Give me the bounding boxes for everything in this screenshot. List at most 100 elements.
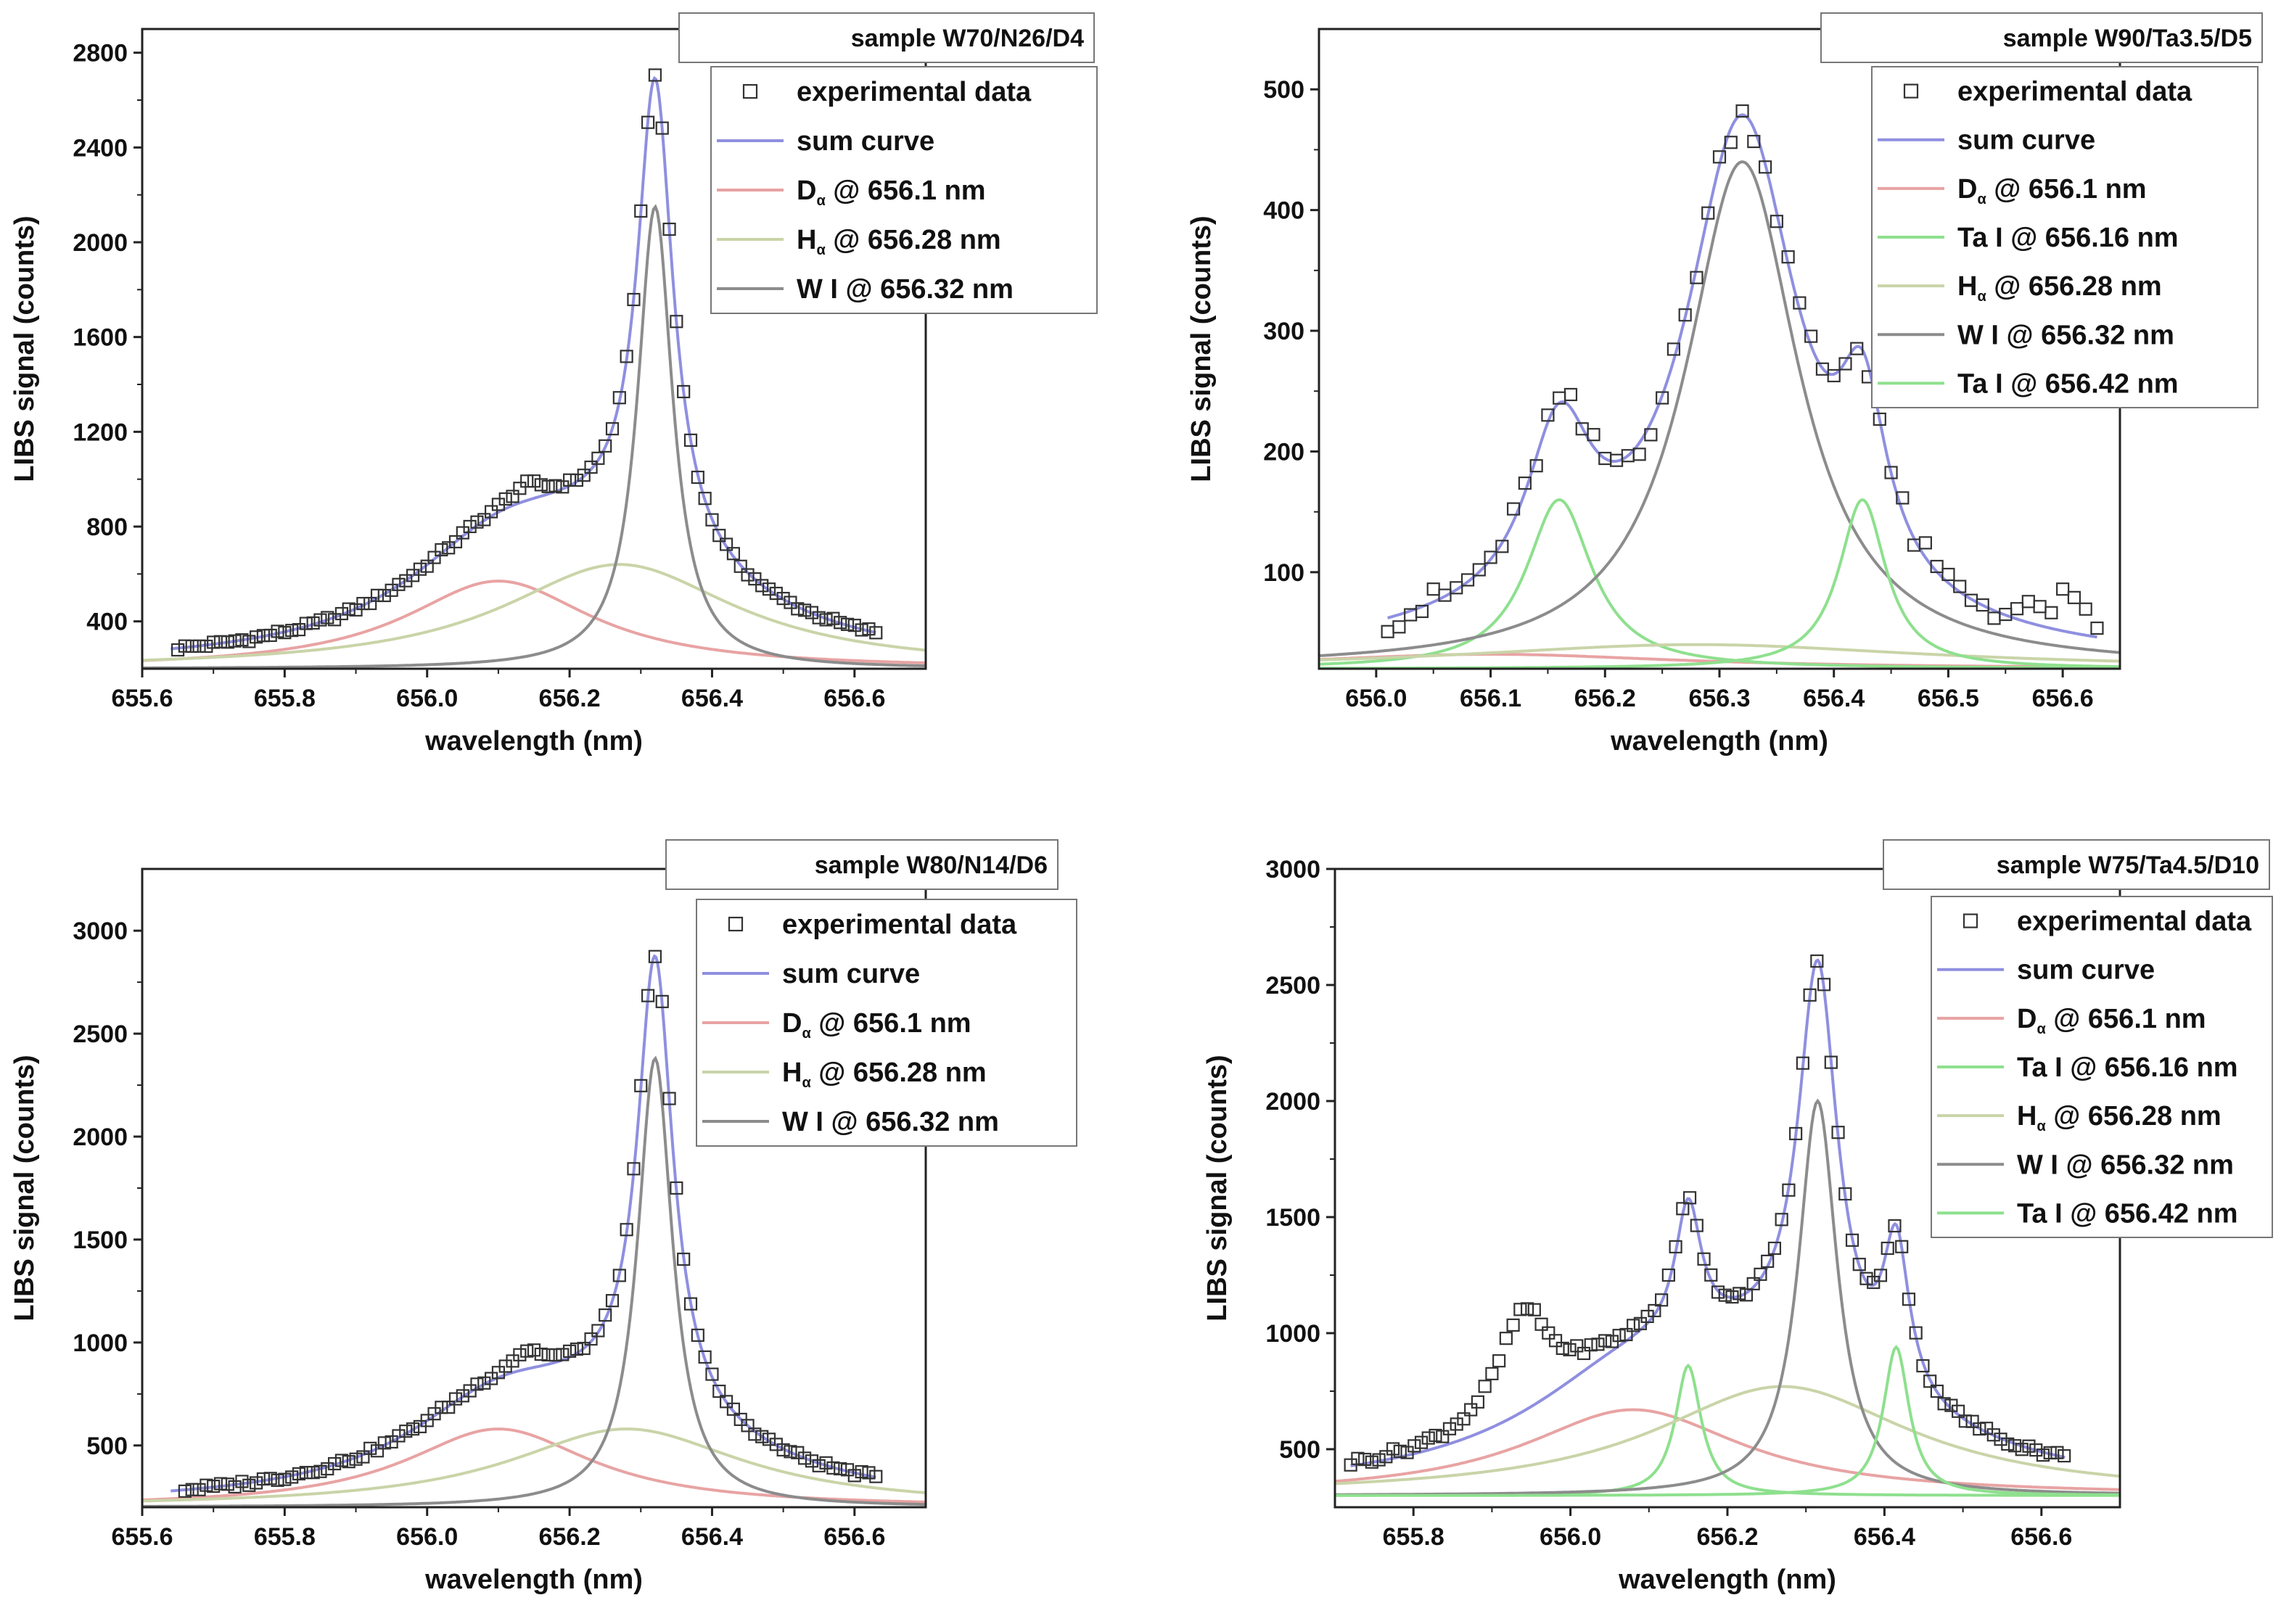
data-point: [1697, 1252, 1711, 1266]
data-point: [242, 1478, 256, 1492]
data-point: [470, 1377, 484, 1391]
data-point: [698, 1350, 712, 1364]
x-tick-label: 655.8: [254, 1523, 316, 1551]
data-point: [435, 1401, 448, 1414]
data-point: [620, 1223, 633, 1237]
data-point: [691, 1328, 704, 1342]
x-tick-label: 656.6: [2032, 685, 2094, 712]
data-point: [370, 588, 385, 602]
data-point: [1704, 1268, 1718, 1282]
x-tick-label: 656.4: [1854, 1523, 1915, 1551]
data-point: [1661, 1268, 1675, 1282]
data-point: [1414, 1435, 1429, 1449]
data-point: [627, 292, 641, 307]
sum-curve: [170, 954, 876, 1493]
y-axis-title: LIBS signal (counts): [1186, 215, 1217, 482]
data-point: [1632, 448, 1646, 461]
legend-label-component: Hα @ 656.28 nm: [1957, 271, 2162, 305]
data-point: [1824, 1055, 1838, 1069]
x-tick-label: 656.0: [1345, 685, 1407, 712]
data-point: [847, 1469, 861, 1483]
y-tick-label: 300: [1263, 318, 1304, 345]
data-point: [200, 1478, 213, 1492]
data-point: [484, 505, 498, 519]
x-tick-label: 656.6: [2010, 1523, 2072, 1551]
data-point: [1896, 491, 1910, 505]
data-point: [670, 1181, 683, 1195]
data-point: [1754, 1267, 1767, 1281]
data-point: [1386, 1442, 1400, 1456]
data-point: [448, 1392, 463, 1406]
data-point: [392, 577, 406, 591]
y-tick-label: 1000: [1265, 1320, 1320, 1348]
data-point: [1682, 1191, 1697, 1205]
data-point: [1758, 160, 1772, 174]
legend-label-component: Dα @ 656.1 nm: [782, 1008, 971, 1042]
y-tick-label: 400: [86, 609, 128, 636]
data-point: [562, 473, 577, 487]
y-tick-label: 2000: [73, 1124, 128, 1151]
data-point: [235, 633, 249, 647]
data-point: [513, 482, 527, 495]
data-point: [784, 1445, 797, 1459]
data-point: [1958, 1414, 1972, 1428]
data-point: [1392, 620, 1406, 634]
data-point: [548, 1348, 562, 1362]
data-point: [221, 635, 234, 649]
data-point: [662, 222, 676, 236]
y-tick-label: 2000: [73, 229, 128, 257]
data-point: [527, 1343, 541, 1357]
x-tick-label: 656.1: [1460, 685, 1521, 712]
legend-label-component: Ta I @ 656.16 nm: [1957, 223, 2179, 253]
data-point: [612, 1269, 626, 1282]
data-point: [1666, 342, 1681, 356]
data-point: [170, 643, 185, 657]
data-point: [213, 635, 228, 648]
data-point: [648, 949, 662, 963]
x-axis-title: wavelength (nm): [424, 726, 643, 757]
data-point: [1796, 1056, 1809, 1070]
data-point: [1460, 573, 1475, 587]
data-point: [1542, 1326, 1555, 1340]
data-point: [1767, 1241, 1782, 1256]
data-point: [2079, 602, 2092, 616]
data-point: [256, 629, 271, 643]
data-point: [1372, 1453, 1386, 1467]
data-point: [1973, 1422, 1986, 1436]
data-point: [370, 1444, 385, 1458]
data-point: [1923, 1374, 1937, 1388]
data-point: [1701, 206, 1715, 220]
component-curve-1: [142, 1427, 926, 1503]
data-point: [463, 1384, 477, 1398]
data-point: [1358, 1452, 1372, 1467]
data-point: [1953, 580, 1967, 593]
data-point: [356, 596, 370, 611]
data-point: [1381, 625, 1394, 638]
chart-title: sample W70/N26/D4: [851, 25, 1084, 52]
data-point: [1994, 1433, 2007, 1446]
data-point: [712, 1385, 726, 1398]
y-tick-label: 500: [86, 1433, 128, 1460]
data-point: [1619, 1327, 1633, 1342]
component-curve-1: [142, 563, 926, 662]
data-point: [726, 1402, 741, 1416]
data-point: [748, 1427, 762, 1441]
data-point: [748, 572, 762, 586]
data-point: [683, 433, 698, 447]
data-point: [1472, 563, 1486, 577]
data-point: [1881, 1241, 1894, 1256]
data-point: [1845, 1233, 1859, 1247]
data-point: [1930, 559, 1944, 574]
data-point: [1902, 1293, 1916, 1306]
data-point: [363, 1441, 377, 1455]
data-point: [1351, 1451, 1365, 1465]
data-point: [2067, 590, 2081, 604]
data-point: [1365, 1455, 1378, 1469]
component-curve-1: [1319, 498, 2120, 669]
data-point: [470, 515, 484, 529]
data-point: [442, 1401, 456, 1414]
data-point: [1464, 1403, 1478, 1417]
data-point: [1827, 368, 1841, 383]
data-point: [627, 1162, 641, 1176]
